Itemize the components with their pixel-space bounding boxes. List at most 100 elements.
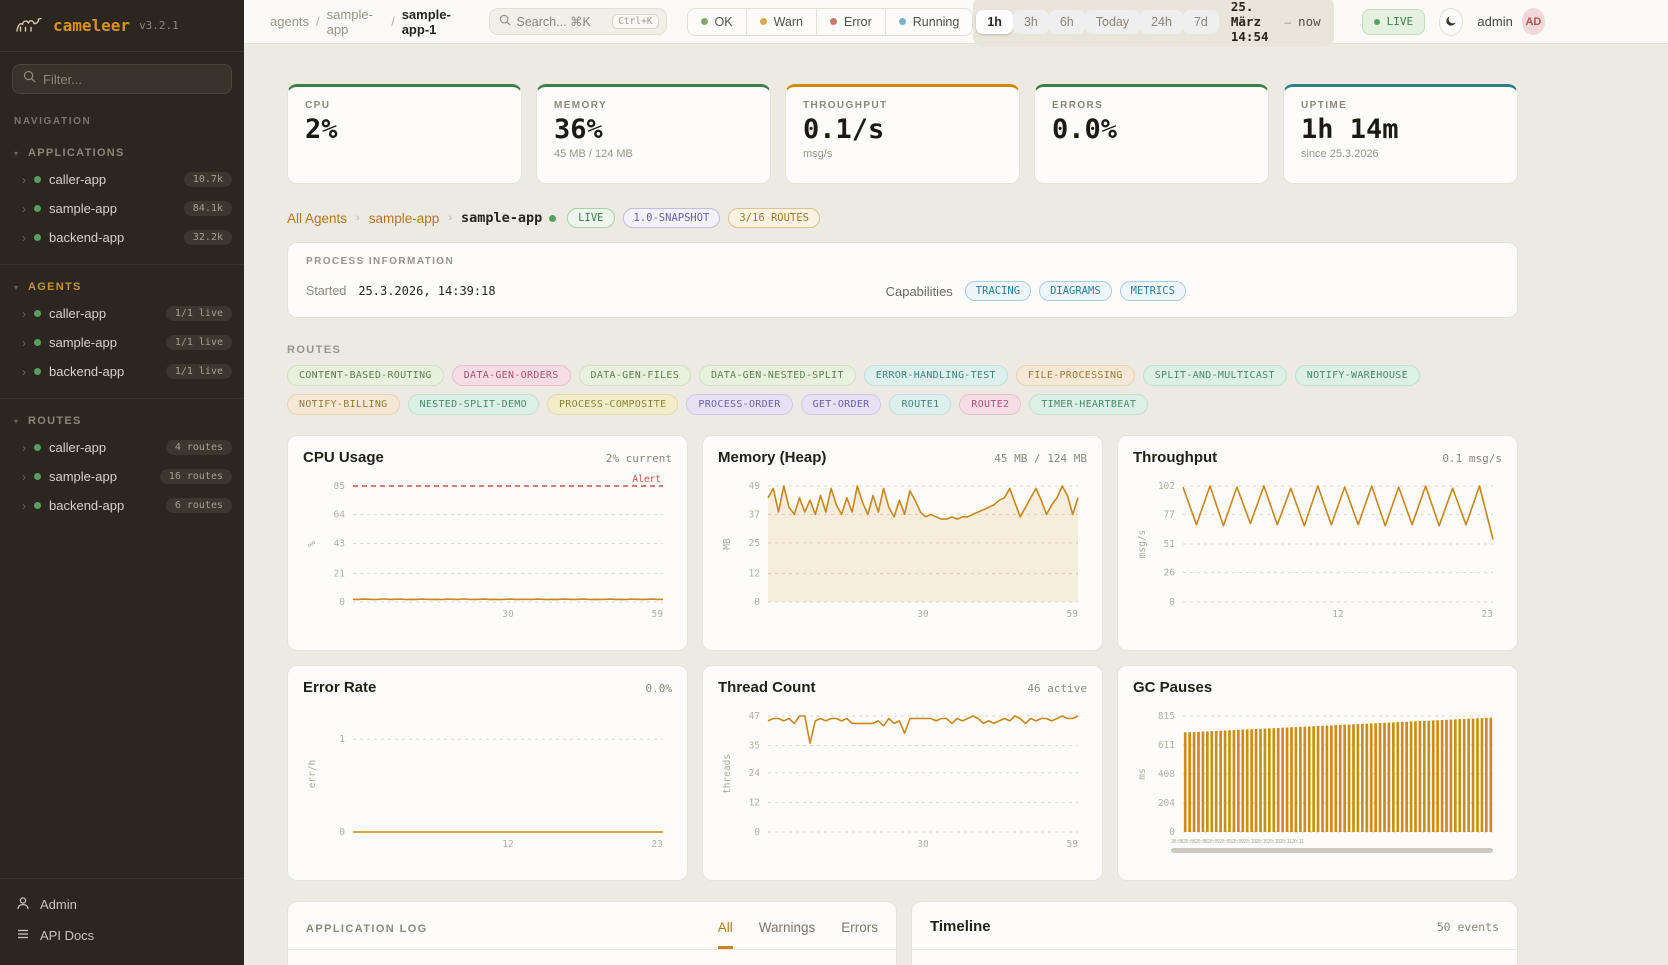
chevron-right-icon: › xyxy=(22,308,26,320)
metric-label: CPU xyxy=(305,100,504,111)
sidebar-item-admin[interactable]: Admin xyxy=(6,889,238,920)
route-chip-notify-warehouse[interactable]: NOTIFY-WAREHOUSE xyxy=(1295,365,1420,386)
status-filter-ok[interactable]: OK xyxy=(687,8,747,36)
log-tab-warnings[interactable]: Warnings xyxy=(759,920,816,949)
chart-meta-value: 0.1 msg/s xyxy=(1442,452,1502,465)
agent-app-link[interactable]: sample-app xyxy=(369,211,440,226)
route-chip-route1[interactable]: ROUTE1 xyxy=(889,394,951,415)
chart-header: Throughput0.1 msg/s xyxy=(1133,449,1502,466)
log-tab-errors[interactable]: Errors xyxy=(841,920,878,949)
metric-card-cpu[interactable]: CPU2% xyxy=(287,84,522,184)
log-tab-all[interactable]: All xyxy=(718,920,733,949)
capability-badge-tracing: TRACING xyxy=(965,281,1031,301)
status-filter-error[interactable]: Error xyxy=(817,8,886,36)
time-range-6h[interactable]: 6h xyxy=(1049,10,1085,34)
svg-text:%: % xyxy=(307,541,318,547)
all-agents-link[interactable]: All Agents xyxy=(287,211,347,226)
sidebar-item-backend-app[interactable]: ›backend-app1/1 live xyxy=(0,357,244,386)
time-range-3h[interactable]: 3h xyxy=(1013,10,1049,34)
search-input[interactable] xyxy=(517,15,607,29)
chevron-right-icon: › xyxy=(22,500,26,512)
capability-badge-diagrams: DIAGRAMS xyxy=(1039,281,1112,301)
sidebar-item-sample-app[interactable]: ›sample-app84.1k xyxy=(0,194,244,223)
chart-title: CPU Usage xyxy=(303,449,384,466)
route-chip-file-processing[interactable]: FILE-PROCESSING xyxy=(1016,365,1135,386)
sidebar-item-backend-app[interactable]: ›backend-app32.2k xyxy=(0,223,244,252)
nav-sections: ▾APPLICATIONS›caller-app10.7k›sample-app… xyxy=(0,131,244,532)
route-chip-process-composite[interactable]: PROCESS-COMPOSITE xyxy=(547,394,678,415)
metric-card-uptime[interactable]: UPTIME1h 14msince 25.3.2026 xyxy=(1283,84,1518,184)
live-label: LIVE xyxy=(1387,15,1414,28)
status-filter-running[interactable]: Running xyxy=(886,8,974,36)
time-range-today[interactable]: Today xyxy=(1085,10,1140,34)
svg-text:threads: threads xyxy=(722,754,733,794)
sidebar-item-backend-app[interactable]: ›backend-app6 routes xyxy=(0,491,244,520)
route-chip-data-gen-orders[interactable]: DATA-GEN-ORDERS xyxy=(452,365,571,386)
metric-card-throughput[interactable]: THROUGHPUT0.1/smsg/s xyxy=(785,84,1020,184)
caret-down-icon: ▾ xyxy=(14,283,18,292)
svg-text:err/h: err/h xyxy=(307,760,318,789)
chart-header: GC Pauses xyxy=(1133,679,1502,696)
metric-label: UPTIME xyxy=(1301,100,1500,111)
svg-text:64: 64 xyxy=(334,510,346,521)
status-dot-icon xyxy=(760,18,767,25)
chart-card-memory-heap: Memory (Heap)45 MB / 124 MBMB49372512030… xyxy=(702,435,1103,651)
sidebar-item-caller-app[interactable]: ›caller-app4 routes xyxy=(0,433,244,462)
sidebar-item-caller-app[interactable]: ›caller-app10.7k xyxy=(0,165,244,194)
status-filter-label: OK xyxy=(715,15,733,29)
avatar[interactable]: AD xyxy=(1522,8,1545,35)
sidebar-item-label: sample-app xyxy=(49,469,152,484)
time-range-7d[interactable]: 7d xyxy=(1183,10,1219,34)
route-chip-content-based-routing[interactable]: CONTENT-BASED-ROUTING xyxy=(287,365,444,386)
svg-text:12: 12 xyxy=(502,839,513,850)
user-name[interactable]: admin xyxy=(1477,14,1512,29)
chart-card-gc-pauses: GC Pausesms815611408204020:0820:0820:082… xyxy=(1117,665,1518,881)
sidebar-item-sample-app[interactable]: ›sample-app1/1 live xyxy=(0,328,244,357)
time-range-1h[interactable]: 1h xyxy=(976,10,1013,34)
svg-text:0: 0 xyxy=(754,597,760,608)
time-range-date: 25. März 14:54 xyxy=(1231,0,1277,44)
route-chip-data-gen-nested-split[interactable]: DATA-GEN-NESTED-SPLIT xyxy=(699,365,856,386)
docs-icon xyxy=(16,927,30,944)
breadcrumb-agents[interactable]: agents xyxy=(270,14,309,29)
sidebar-filter[interactable] xyxy=(12,64,232,94)
chart-meta-value: 0.0% xyxy=(646,682,673,695)
status-filter-warn[interactable]: Warn xyxy=(747,8,817,36)
chart-card-thread-count: Thread Count46 activethreads473524120305… xyxy=(702,665,1103,881)
route-chip-process-order[interactable]: PROCESS-ORDER xyxy=(686,394,792,415)
sidebar-item-sample-app[interactable]: ›sample-app16 routes xyxy=(0,462,244,491)
section-header-routes[interactable]: ▾ROUTES xyxy=(0,409,244,433)
route-chip-notify-billing[interactable]: NOTIFY-BILLING xyxy=(287,394,400,415)
route-chip-timer-heartbeat[interactable]: TIMER-HEARTBEAT xyxy=(1029,394,1148,415)
agent-badges: LIVE1.0-SNAPSHOT3/16 ROUTES xyxy=(567,208,820,228)
route-chip-route2[interactable]: ROUTE2 xyxy=(959,394,1021,415)
global-search[interactable]: Ctrl+K xyxy=(489,8,667,35)
svg-text:20:0820:0820:0820:0920:0920:09: 20:0820:0820:0820:0920:0920:0920:1020:10… xyxy=(1171,839,1304,845)
sidebar-item-api-docs[interactable]: API Docs xyxy=(6,920,238,951)
section-header-applications[interactable]: ▾APPLICATIONS xyxy=(0,141,244,165)
svg-text:23: 23 xyxy=(652,839,663,850)
route-chip-split-and-multicast[interactable]: SPLIT-AND-MULTICAST xyxy=(1143,365,1287,386)
application-log-panel: APPLICATION LOG AllWarningsErrors xyxy=(287,901,897,965)
route-chip-data-gen-files[interactable]: DATA-GEN-FILES xyxy=(579,365,692,386)
live-badge[interactable]: LIVE xyxy=(1362,9,1426,35)
section-header-agents[interactable]: ▾AGENTS xyxy=(0,275,244,299)
route-chip-get-order[interactable]: GET-ORDER xyxy=(801,394,882,415)
dark-mode-toggle[interactable] xyxy=(1439,8,1463,36)
breadcrumb-separator: / xyxy=(391,14,395,29)
route-chip-error-handling-test[interactable]: ERROR-HANDLING-TEST xyxy=(864,365,1008,386)
sidebar-item-caller-app[interactable]: ›caller-app1/1 live xyxy=(0,299,244,328)
time-range-now[interactable]: now xyxy=(1298,14,1321,29)
time-range-24h[interactable]: 24h xyxy=(1140,10,1183,34)
route-chip-nested-split-demo[interactable]: NESTED-SPLIT-DEMO xyxy=(408,394,539,415)
sidebar-item-label: backend-app xyxy=(49,498,158,513)
svg-text:ms: ms xyxy=(1137,768,1148,779)
metric-card-errors[interactable]: ERRORS0.0% xyxy=(1034,84,1269,184)
metric-card-memory[interactable]: MEMORY36%45 MB / 124 MB xyxy=(536,84,771,184)
started-value: 25.3.2026, 14:39:18 xyxy=(358,284,495,298)
breadcrumb-sample-app[interactable]: sample-app xyxy=(327,7,384,37)
metric-label: THROUGHPUT xyxy=(803,100,1002,111)
moon-icon xyxy=(1445,14,1458,30)
filter-input[interactable] xyxy=(43,72,221,87)
sidebar-item-label: caller-app xyxy=(49,306,158,321)
